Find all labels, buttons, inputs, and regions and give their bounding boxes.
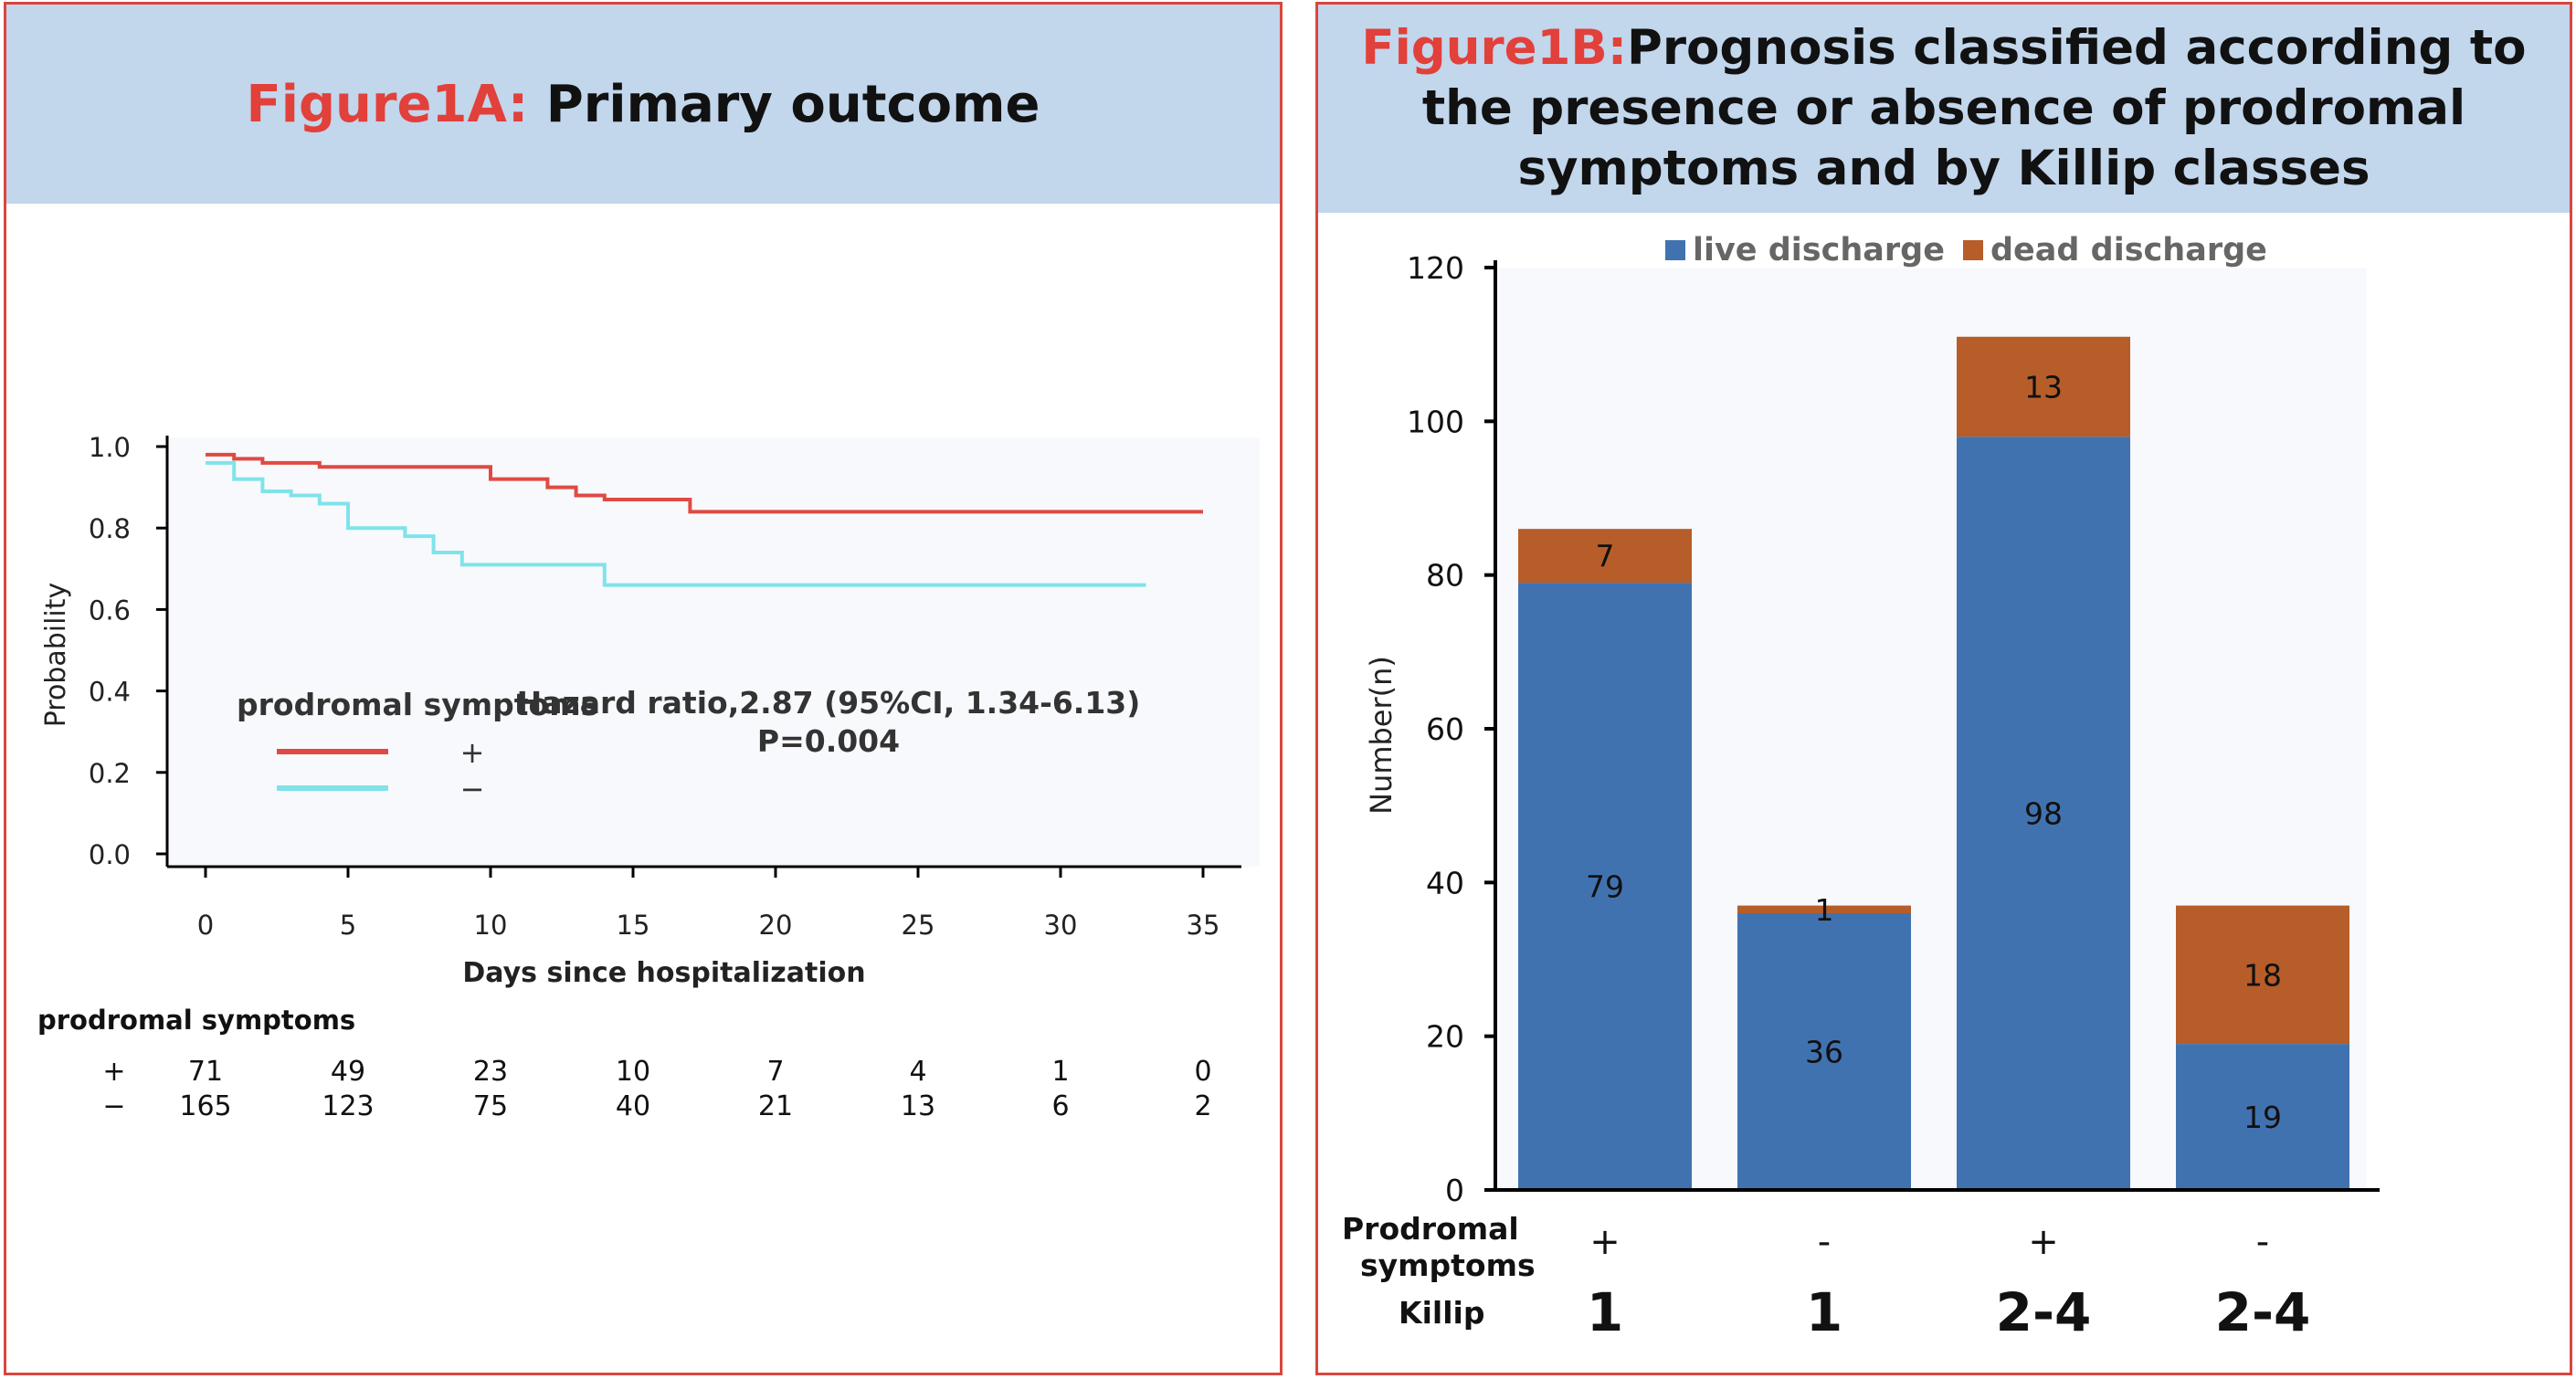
row-label-killip: Killip xyxy=(1399,1295,1484,1331)
figure-1a-title: Primary outcome xyxy=(528,74,1040,134)
category-killip-label: 1 xyxy=(1587,1281,1623,1343)
bar-dead-discharge xyxy=(2176,905,2349,1045)
risk-table-cell: 165 xyxy=(179,1090,231,1122)
category-prodromal-label: + xyxy=(1589,1221,1621,1263)
bar-y-tick-label: 20 xyxy=(1426,1019,1464,1055)
legend-swatch-live xyxy=(1665,240,1685,260)
km-x-tick-label: 5 xyxy=(340,910,356,941)
risk-table-cell: 40 xyxy=(616,1090,650,1122)
bar-data-label: 1 xyxy=(1815,892,1834,928)
risk-table-cell: 0 xyxy=(1194,1056,1211,1088)
risk-table-cell: 49 xyxy=(331,1056,365,1088)
risk-table-cell: 7 xyxy=(766,1056,784,1088)
bar-live-discharge xyxy=(1957,437,2130,1191)
km-curve-plus xyxy=(206,452,1203,514)
risk-table-cell: 1 xyxy=(1051,1056,1069,1088)
km-x-tick-label: 10 xyxy=(474,910,508,941)
km-x-tick-label: 20 xyxy=(759,910,793,941)
figure-1a-title-prefix: Figure1A: xyxy=(246,74,529,134)
figure-1a-header: Figure1A: Primary outcome xyxy=(6,5,1280,204)
bar-y-tick-label: 60 xyxy=(1426,711,1464,747)
bar-dead-discharge xyxy=(1518,529,1692,584)
bar-y-tick-label: 40 xyxy=(1426,865,1464,900)
category-prodromal-label: - xyxy=(2256,1221,2269,1263)
km-x-tick-label: 30 xyxy=(1044,910,1078,941)
figure-1a-panel: Figure1A: Primary outcome 0.0 0.2 0.4 0.6 0.… xyxy=(4,2,1283,1375)
km-chart: 0.00.20.40.60.81.0 0 5 10 15 20 25 30 35 Probab… xyxy=(37,432,1260,1122)
risk-table-cell: 4 xyxy=(909,1056,926,1088)
category-killip-label: 2-4 xyxy=(2215,1281,2311,1343)
bar-data-label: 19 xyxy=(2243,1100,2282,1135)
km-hazard-ratio: Hazard ratio,2.87 (95%CI, 1.34-6.13) xyxy=(517,685,1141,721)
km-y-tick-label: 0.4 xyxy=(89,677,131,708)
category-prodromal-label: + xyxy=(2028,1221,2059,1263)
legend-label-live: live discharge xyxy=(1693,232,1945,268)
risk-table-cell: 21 xyxy=(758,1090,793,1122)
bar-y-axis-label: Number(n) xyxy=(1364,656,1399,815)
km-y-tick-label: 0.0 xyxy=(89,839,131,870)
figure-1b-title-wrap: Figure1B:Prognosis classified according … xyxy=(1340,18,2548,199)
risk-row-label-plus: + xyxy=(102,1056,125,1088)
figure-1b-header: Figure1B:Prognosis classified according … xyxy=(1318,5,2570,213)
risk-table-cell: 10 xyxy=(616,1056,650,1088)
bar-data-label: 7 xyxy=(1596,539,1615,574)
km-p-value: P=0.004 xyxy=(757,723,900,759)
km-y-tick-label: 0.6 xyxy=(89,595,131,626)
legend-swatch-dead xyxy=(1963,240,1983,260)
bar-live-discharge xyxy=(1737,913,1911,1190)
bar-dead-discharge xyxy=(1737,905,1911,913)
row-label-prodromal-line1: Prodromal xyxy=(1342,1211,1519,1247)
risk-table-cell: 123 xyxy=(322,1090,374,1122)
figure-1b-title: Prognosis classified according to the pr… xyxy=(1421,20,2527,196)
km-y-tick-label: 0.8 xyxy=(89,513,131,544)
km-x-tick-label: 15 xyxy=(617,910,650,941)
category-prodromal-label: - xyxy=(1818,1221,1831,1263)
bar-y-tick-label: 0 xyxy=(1445,1173,1464,1208)
bar-y-tick-label: 80 xyxy=(1426,558,1464,594)
km-x-tick-label: 0 xyxy=(197,910,214,941)
risk-table-cell: 2 xyxy=(1194,1090,1211,1122)
category-killip-label: 1 xyxy=(1806,1281,1842,1343)
km-x-tick-label: 35 xyxy=(1187,910,1220,941)
km-legend-title: prodromal symptoms xyxy=(237,687,598,722)
bar-y-tick-label: 100 xyxy=(1407,404,1464,439)
km-y-axis-label: Probability xyxy=(40,583,72,728)
km-legend-label-plus: + xyxy=(460,735,485,770)
row-label-prodromal-line2: symptoms xyxy=(1360,1247,1536,1283)
km-y-tick-label: 0.2 xyxy=(89,758,131,789)
risk-row-label-minus: − xyxy=(102,1090,125,1122)
bar-chart: 0 20 40 60 80 100 120 79 7 36 1 98 13 19 18 Number(n)… xyxy=(1342,232,2380,1343)
bar-data-label: 18 xyxy=(2243,957,2282,993)
bar-data-label: 13 xyxy=(2024,369,2063,405)
bar-data-label: 98 xyxy=(2024,796,2063,832)
bar-data-label: 79 xyxy=(1586,869,1624,905)
category-killip-label: 2-4 xyxy=(1996,1281,2092,1343)
bar-live-discharge xyxy=(2176,1044,2349,1190)
legend-label-dead: dead discharge xyxy=(1990,232,2267,268)
km-legend-label-minus: − xyxy=(460,772,485,806)
risk-table-cell: 6 xyxy=(1051,1090,1069,1122)
risk-table-title: prodromal symptoms xyxy=(37,1005,355,1036)
bar-live-discharge xyxy=(1518,583,1692,1190)
figure-1b-title-prefix: Figure1B: xyxy=(1361,20,1628,76)
km-x-tick-label: 25 xyxy=(902,910,935,941)
km-y-tick-label: 1.0 xyxy=(89,432,131,463)
risk-table-cell: 71 xyxy=(188,1056,223,1088)
bar-y-tick-label: 120 xyxy=(1407,250,1464,286)
km-curve-minus xyxy=(206,460,1146,587)
risk-table-cell: 13 xyxy=(901,1090,935,1122)
bar-data-label: 36 xyxy=(1805,1035,1843,1070)
figure-1b-panel: Figure1B:Prognosis classified according … xyxy=(1315,2,2572,1375)
bar-dead-discharge xyxy=(1957,336,2130,437)
risk-table-cell: 75 xyxy=(473,1090,508,1122)
risk-table-cell: 23 xyxy=(473,1056,508,1088)
km-x-axis-label: Days since hospitalization xyxy=(462,957,865,989)
